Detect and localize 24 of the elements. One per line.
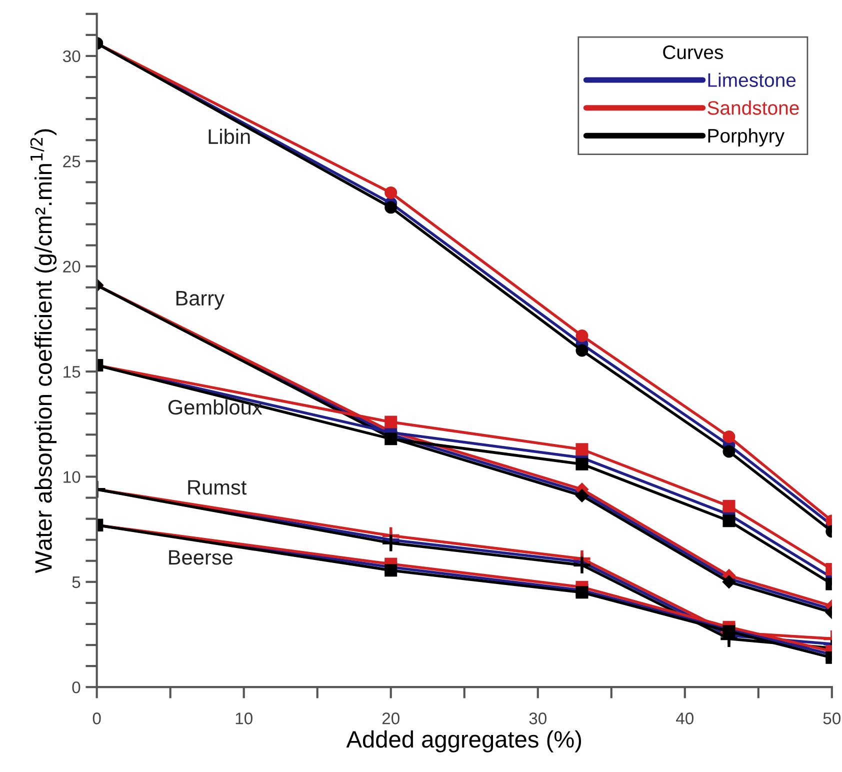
x-axis-title: Added aggregates (%) <box>346 730 582 752</box>
x-tick-label: 40 <box>676 712 694 724</box>
y-tick-label: 10 <box>64 471 80 483</box>
y-tick-label: 5 <box>72 576 80 588</box>
x-tick-label: 0 <box>92 712 101 724</box>
x-tick-label: 30 <box>529 712 546 724</box>
annotation: Rumst <box>188 480 247 495</box>
y-tick-label: 30 <box>62 50 80 62</box>
x-tick-label: 20 <box>382 712 400 724</box>
y-axis-title: Water absorption coefficient (g/cm².min$^{1/2}$) <box>30 129 57 574</box>
legend-title: Curves <box>663 45 724 60</box>
annotation: Libin <box>208 128 250 144</box>
text: Limestone <box>708 72 796 87</box>
x-tick-label: 10 <box>236 712 252 724</box>
y-tick-label: 15 <box>64 366 80 378</box>
y-tick-label: 20 <box>63 260 80 273</box>
y-tick-label: 0 <box>72 681 80 694</box>
text: Porphyry <box>708 128 784 147</box>
x-tick-label: 50 <box>823 712 841 724</box>
annotation: Beerse <box>169 550 232 565</box>
text: Sandstone <box>708 100 799 115</box>
y-tick-label: 25 <box>63 156 80 168</box>
annotation: Barry <box>176 291 224 310</box>
annotation: Gembloux <box>168 399 262 415</box>
